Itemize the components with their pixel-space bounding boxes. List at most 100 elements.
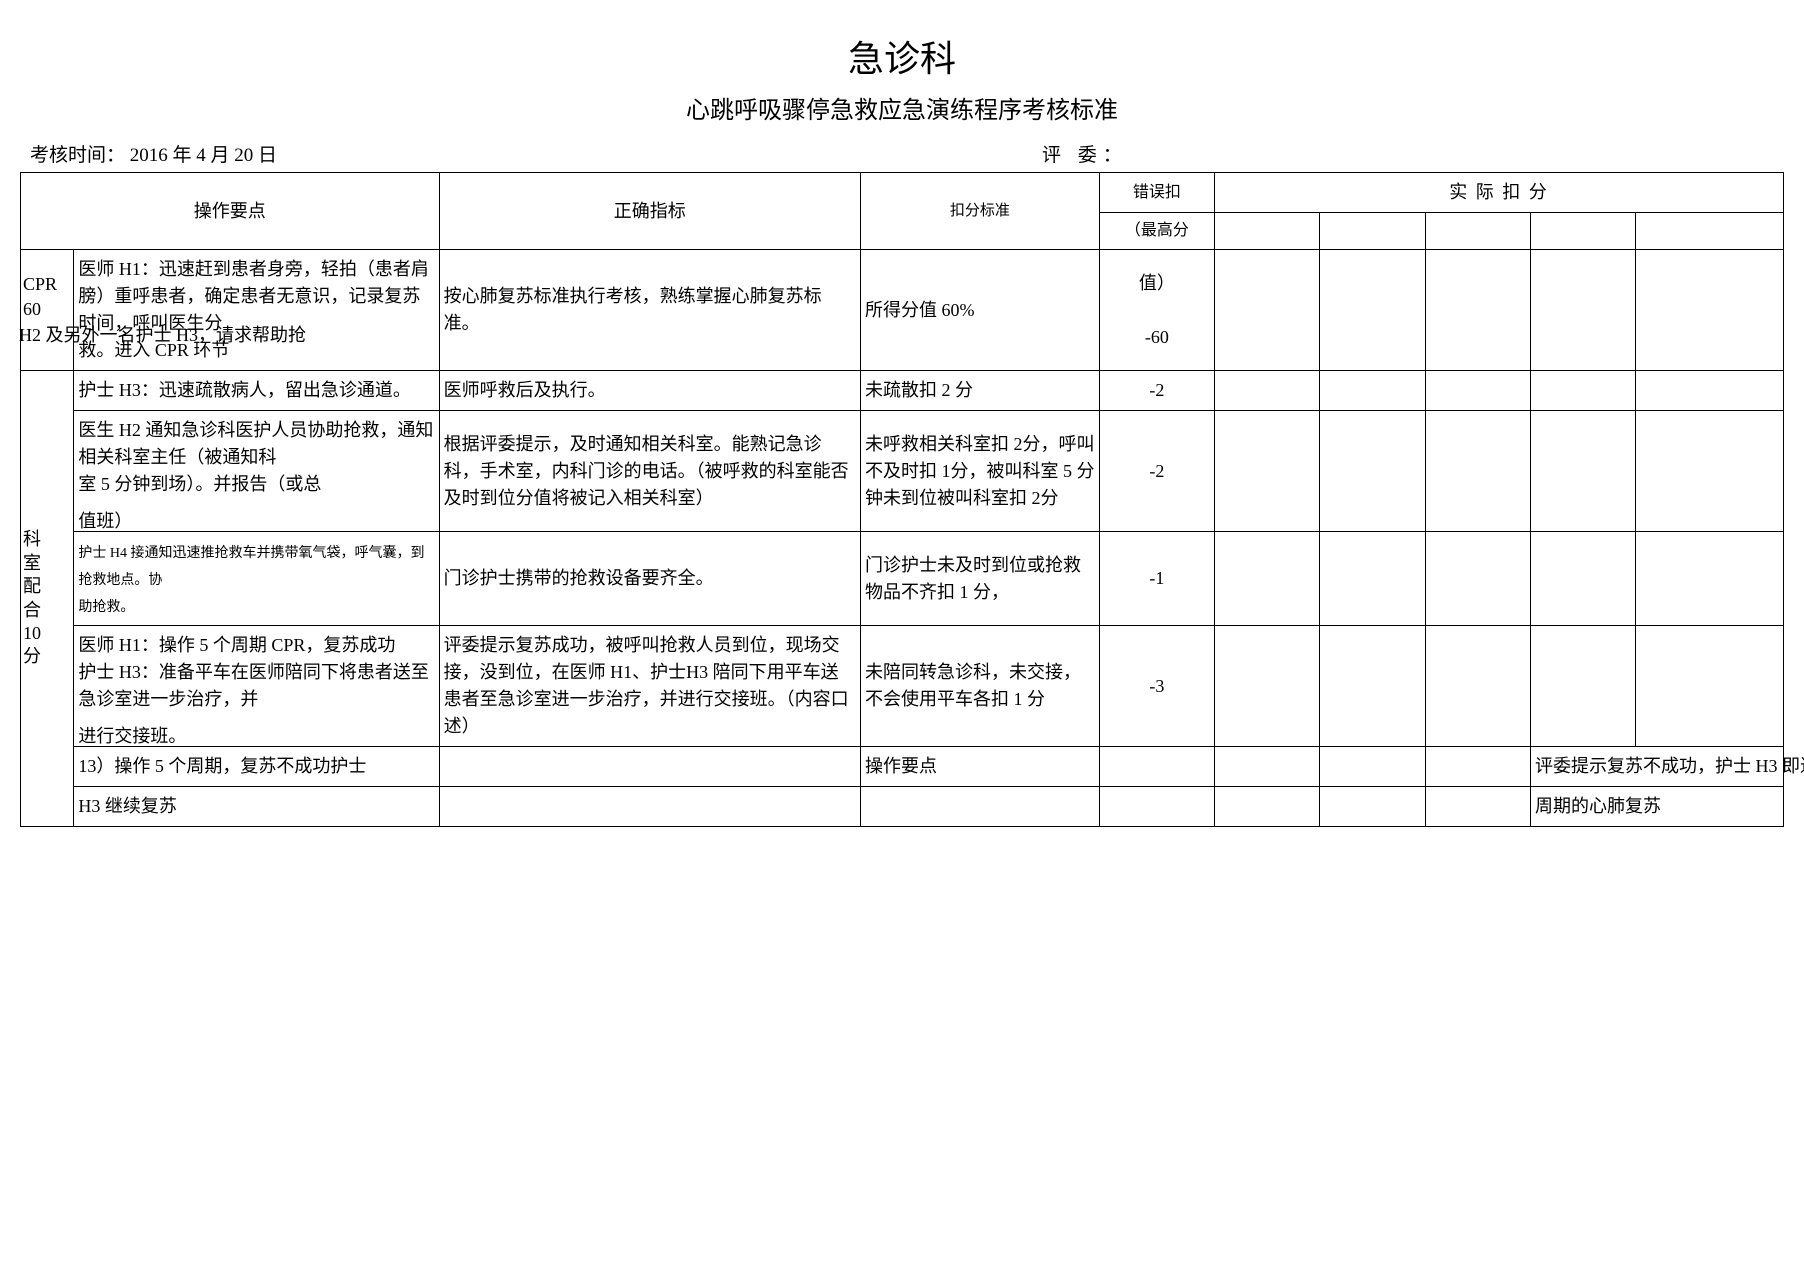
score-col-4: [1531, 213, 1636, 250]
s2r1-score4[interactable]: [1531, 371, 1636, 411]
exam-time: 考核时间： 2016 年 4 月 20 日: [30, 140, 762, 167]
section2-row5-indicator-label: 操作要点: [861, 747, 1100, 787]
section1-row1-maxded: 值） -60: [1099, 250, 1214, 371]
s1r1-score3[interactable]: [1425, 250, 1530, 371]
header-operation: 操作要点: [21, 173, 440, 250]
section2-row5: 13）操作 5 个周期，复苏不成功护士 操作要点 评委提示复苏不成功，护士 H3…: [21, 747, 1784, 787]
s2r2-score5[interactable]: [1636, 411, 1784, 532]
section2-row2-op: 医生 H2 通知急诊科医护人员协助抢救，通知相关科室主任（被通知科 室 5 分钟…: [74, 411, 439, 532]
s2r1-score3[interactable]: [1425, 371, 1530, 411]
section2-row3-op: 护士 H4 接通知迅速推抢救车并携带氧气袋，呼气囊，到抢救地点。协 助抢救。: [74, 532, 439, 626]
s1r1-op-text: 医师 H1：迅速赶到患者身旁，轻拍（患者肩膀）重呼患者，确定患者无意识，记录复苏…: [78, 259, 429, 333]
section2-row4: 医师 H1：操作 5 个周期 CPR，复苏成功 护士 H3：准备平车在医师陪同下…: [21, 626, 1784, 747]
meta-row: 考核时间： 2016 年 4 月 20 日 评 委：: [20, 140, 1784, 167]
section2-row5-note1: 评委提示复苏不成功，护士 H3 即进行: [1531, 747, 1784, 787]
s1r1-score5[interactable]: [1636, 250, 1784, 371]
section2-row1: 科室配合10分 护士 H3：迅速疏散病人，留出急诊通道。 医师呼救后及执行。 未…: [21, 371, 1784, 411]
section2-row4-maxded: -3: [1099, 626, 1214, 747]
s2r4-score1[interactable]: [1214, 626, 1319, 747]
section1-row1-indicator: 按心肺复苏标准执行考核，熟练掌握心肺复苏标准。: [439, 250, 860, 371]
section2-row6-maxded: [1099, 787, 1214, 827]
section1-row1-deduct: 所得分值 60%: [861, 250, 1100, 371]
header-indicator: 正确指标: [439, 173, 860, 250]
header-max-deduct-2: （最高分: [1099, 213, 1214, 250]
page-title: 急诊科: [20, 30, 1784, 82]
section2-row3: 护士 H4 接通知迅速推抢救车并携带氧气袋，呼气囊，到抢救地点。协 助抢救。 门…: [21, 532, 1784, 626]
s2r3-score5[interactable]: [1636, 532, 1784, 626]
s2r4-score3[interactable]: [1425, 626, 1530, 747]
s2r3-score3[interactable]: [1425, 532, 1530, 626]
section2-row6: H3 继续复苏 周期的心肺复苏: [21, 787, 1784, 827]
s2r6-score1[interactable]: [1214, 787, 1319, 827]
judge-label: 评 委：: [762, 140, 1774, 167]
section2-row2-indicator: 根据评委提示，及时通知相关科室。能熟记急诊科，手术室，内科门诊的电话。（被呼救的…: [439, 411, 860, 532]
s2r3-score4[interactable]: [1531, 532, 1636, 626]
s2r6-score3[interactable]: [1425, 787, 1530, 827]
score-col-3: [1425, 213, 1530, 250]
s2r4-score2[interactable]: [1320, 626, 1425, 747]
s2r5-score3[interactable]: [1425, 747, 1530, 787]
s2r1-score2[interactable]: [1320, 371, 1425, 411]
section2-row1-indicator: 医师呼救后及执行。: [439, 371, 860, 411]
s2r2-score2[interactable]: [1320, 411, 1425, 532]
header-deduct-standard: 扣分标准: [861, 173, 1100, 250]
section2-row6-op: H3 继续复苏: [74, 787, 439, 827]
section2-row5-op: 13）操作 5 个周期，复苏不成功护士: [74, 747, 439, 787]
section2-row2-maxded: -2: [1099, 411, 1214, 532]
s2r4-op-tail: 进行交接班。: [78, 726, 186, 746]
s2r6-score2[interactable]: [1320, 787, 1425, 827]
s2r2-op-tail: 值班）: [78, 511, 132, 531]
header-actual-score: 实 际 扣 分: [1214, 173, 1783, 213]
section2-row1-op: 护士 H3：迅速疏散病人，留出急诊通道。: [74, 371, 439, 411]
section2-row6-indicator: [439, 787, 860, 827]
section2-row2: 医生 H2 通知急诊科医护人员协助抢救，通知相关科室主任（被通知科 室 5 分钟…: [21, 411, 1784, 532]
page-subtitle: 心跳呼吸骤停急救应急演练程序考核标准: [20, 90, 1784, 125]
s2r1-score1[interactable]: [1214, 371, 1319, 411]
section2-row4-deduct: 未陪同转急诊科，未交接，不会使用平车各扣 1 分: [861, 626, 1100, 747]
score-col-5: [1636, 213, 1784, 250]
maxded-line3: 值）: [1139, 273, 1175, 293]
s2r4-score5[interactable]: [1636, 626, 1784, 747]
section2-row3-deduct: 门诊护士未及时到位或抢救物品不齐扣 1 分，: [861, 532, 1100, 626]
s1r1-score4[interactable]: [1531, 250, 1636, 371]
s2r5-score1[interactable]: [1214, 747, 1319, 787]
section2-row2-deduct: 未呼救相关科室扣 2分，呼叫不及时扣 1分，被叫科室 5 分钟未到位被叫科室扣 …: [861, 411, 1100, 532]
exam-time-label: 考核时间：: [30, 145, 125, 166]
section2-row1-maxded: -2: [1099, 371, 1214, 411]
s2r3-op-tail: 助抢救。: [78, 600, 134, 615]
header-max-deduct-1: 错误扣: [1099, 173, 1214, 213]
s2r2-score4[interactable]: [1531, 411, 1636, 532]
s2r3-score2[interactable]: [1320, 532, 1425, 626]
score-col-2: [1320, 213, 1425, 250]
s2r4-op-text: 医师 H1：操作 5 个周期 CPR，复苏成功 护士 H3：准备平车在医师陪同下…: [78, 635, 429, 709]
section2-row3-indicator: 门诊护士携带的抢救设备要齐全。: [439, 532, 860, 626]
section2-row5-indicator: [439, 747, 860, 787]
section2-row5-maxded: [1099, 747, 1214, 787]
s2r2-op-text: 医生 H2 通知急诊科医护人员协助抢救，通知相关科室主任（被通知科 室 5 分钟…: [78, 420, 433, 494]
section2-row4-op: 医师 H1：操作 5 个周期 CPR，复苏成功 护士 H3：准备平车在医师陪同下…: [74, 626, 439, 747]
s2r5-score2[interactable]: [1320, 747, 1425, 787]
section2-row6-note2: 周期的心肺复苏: [1531, 787, 1784, 827]
s2r1-score5[interactable]: [1636, 371, 1784, 411]
section1-label: CPR 60 H2 及另外一名护士 H3，请求帮助抢: [21, 250, 74, 371]
section2-label: 科室配合10分: [21, 371, 74, 827]
s1r1-score1[interactable]: [1214, 250, 1319, 371]
assessment-table: 操作要点 正确指标 扣分标准 错误扣 实 际 扣 分 （最高分 CPR 60 H…: [20, 172, 1784, 827]
section2-row1-deduct: 未疏散扣 2 分: [861, 371, 1100, 411]
s2r3-op-text: 护士 H4 接通知迅速推抢救车并携带氧气袋，呼气囊，到抢救地点。协: [78, 546, 424, 588]
section1-row1: CPR 60 H2 及另外一名护士 H3，请求帮助抢 医师 H1：迅速赶到患者身…: [21, 250, 1784, 371]
section2-row4-indicator: 评委提示复苏成功，被呼叫抢救人员到位，现场交接，没到位，在医师 H1、护士H3 …: [439, 626, 860, 747]
section1-label-text: CPR 60: [23, 274, 57, 319]
exam-time-value: 2016 年 4 月 20 日: [130, 145, 277, 166]
s2r3-score1[interactable]: [1214, 532, 1319, 626]
s1r1-maxded-val: -60: [1145, 327, 1169, 347]
header-row-1: 操作要点 正确指标 扣分标准 错误扣 实 际 扣 分: [21, 173, 1784, 213]
section1-row1-op: 医师 H1：迅速赶到患者身旁，轻拍（患者肩膀）重呼患者，确定患者无意识，记录复苏…: [74, 250, 439, 371]
s1r1-score2[interactable]: [1320, 250, 1425, 371]
section2-row6-deduct: [861, 787, 1100, 827]
section1-label-suffix: H2 及另外一名护士 H3，请求帮助抢: [19, 325, 306, 345]
s2r2-score3[interactable]: [1425, 411, 1530, 532]
s2r2-score1[interactable]: [1214, 411, 1319, 532]
section2-row3-maxded: -1: [1099, 532, 1214, 626]
s2r4-score4[interactable]: [1531, 626, 1636, 747]
